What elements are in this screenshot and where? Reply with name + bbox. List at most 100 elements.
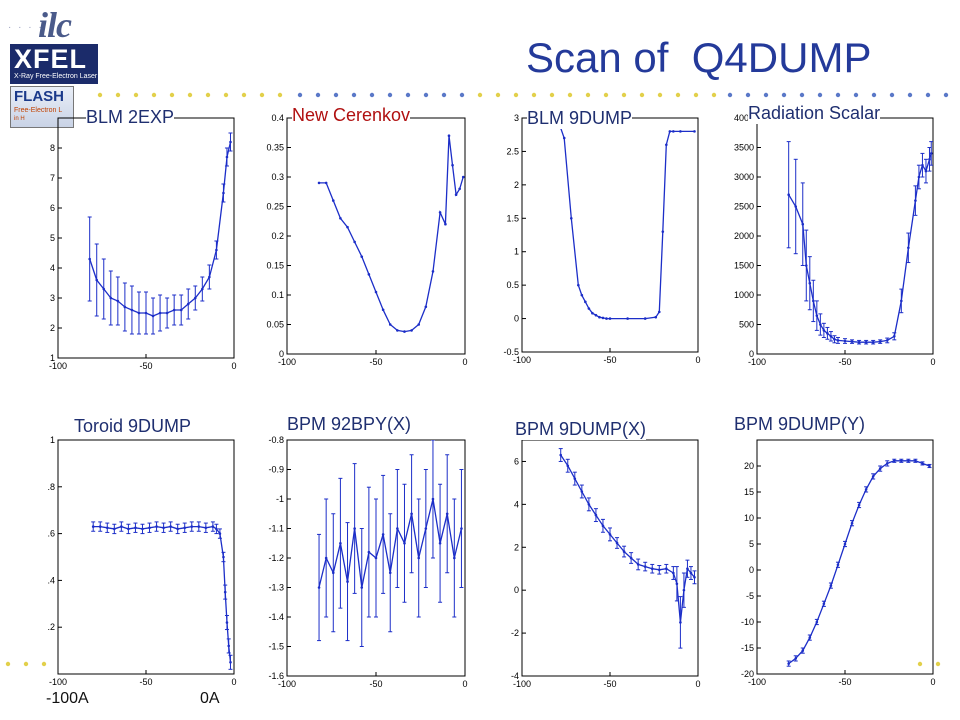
data-point <box>324 181 328 185</box>
y-tick-label: 1.5 <box>506 213 519 223</box>
y-tick-label: .2 <box>47 622 55 632</box>
data-point <box>113 527 116 531</box>
y-tick-label: -0.9 <box>268 465 284 475</box>
data-point <box>95 278 99 282</box>
decor-dot-top <box>763 92 769 98</box>
data-point <box>458 187 461 191</box>
data-point <box>120 525 123 528</box>
data-point <box>871 475 875 478</box>
data-point <box>672 571 675 575</box>
chart-5: -100 -50 0 -1.6 -1.5 -1.4 -1.3 -1.2 -1.1 -1 -0.9 -0… <box>268 435 467 689</box>
data-point <box>587 307 591 310</box>
chart-title-bpm-92bpy-x: BPM 92BPY(X) <box>287 413 412 435</box>
x-tick-label: 0 <box>231 677 236 687</box>
chart-title-blm-9dump: BLM 9DUMP <box>527 107 633 129</box>
data-point <box>204 526 208 530</box>
y-tick-label: 0.05 <box>266 320 284 330</box>
decor-dot-top <box>727 92 733 98</box>
chart-title-bpm-9dump-y: BPM 9DUMP(Y) <box>734 413 866 435</box>
data-point <box>668 130 672 133</box>
data-point <box>388 323 392 326</box>
data-point <box>367 273 371 276</box>
y-tick-label: 2 <box>50 323 55 333</box>
data-point <box>900 459 903 463</box>
x-tick-label: -50 <box>369 679 382 689</box>
page-title: Scan of Q4DUMP <box>526 34 872 81</box>
y-tick-label: 6 <box>50 203 55 213</box>
series-line <box>93 525 232 663</box>
y-tick-label: 4 <box>50 263 55 273</box>
data-point <box>657 310 661 314</box>
data-point <box>822 602 826 606</box>
decor-dot-top <box>459 92 465 98</box>
x-tick-label: 0 <box>231 361 236 371</box>
data-point <box>218 532 222 535</box>
data-point <box>608 533 612 536</box>
plot-frame <box>756 439 934 675</box>
series-line <box>788 153 932 343</box>
series <box>87 132 233 335</box>
decor-dot-top <box>799 92 805 98</box>
decor-dot-top <box>369 92 375 98</box>
data-point <box>864 488 868 491</box>
y-tick-label: 2 <box>514 180 519 190</box>
data-point <box>193 296 197 300</box>
data-point <box>822 329 826 332</box>
decor-dot-top <box>675 92 681 98</box>
decor-dot-top <box>97 92 103 98</box>
data-point <box>693 130 696 133</box>
data-point <box>98 525 102 528</box>
data-point <box>885 339 889 342</box>
data-point <box>864 340 868 344</box>
data-point <box>584 300 587 304</box>
data-point <box>566 464 570 468</box>
x-tick-label: -50 <box>139 361 152 371</box>
y-tick-label: 0.3 <box>271 172 284 182</box>
decor-dot-top <box>925 92 931 98</box>
x-tick-label: -100 <box>513 679 531 689</box>
y-tick-label: -0.5 <box>503 347 519 357</box>
decor-dot-bottom <box>935 661 941 667</box>
y-tick-label: 0.4 <box>271 113 284 123</box>
plot-frame <box>521 439 699 677</box>
data-point <box>829 584 833 587</box>
data-point <box>907 459 910 463</box>
data-point <box>808 281 812 285</box>
chart-title-toroid-9dump: Toroid 9DUMP <box>74 415 192 437</box>
data-point <box>91 525 95 528</box>
chart-title-radiation-scalar: Radiation Scalar <box>748 102 881 124</box>
series <box>558 448 697 649</box>
y-tick-label: -15 <box>741 643 754 653</box>
data-point <box>819 323 822 326</box>
y-tick-label: 1 <box>514 247 519 257</box>
data-point <box>661 230 665 233</box>
data-point <box>622 550 626 553</box>
x-tick-label: 0 <box>930 677 935 687</box>
y-tick-label: 4 <box>514 499 519 509</box>
data-point <box>123 305 127 309</box>
data-point <box>693 576 696 579</box>
y-tick-label: 8 <box>50 143 55 153</box>
data-point <box>438 211 442 214</box>
data-point <box>665 567 668 571</box>
chart-1: -100 -50 0 0 0.05 0.1 0.15 0.2 0.25 0.3 0.35 0.4 <box>266 113 467 367</box>
y-tick-label: 500 <box>739 320 754 330</box>
data-point <box>594 513 598 517</box>
decor-dot-top <box>387 92 393 98</box>
data-point <box>921 163 924 167</box>
data-point <box>928 158 931 161</box>
decor-dot-top <box>495 92 501 98</box>
data-point <box>137 311 141 315</box>
decor-dot-top <box>351 92 357 98</box>
data-point <box>843 542 847 546</box>
data-point <box>833 337 836 341</box>
data-point <box>907 246 910 250</box>
data-point <box>424 527 428 530</box>
decor-dot-top <box>187 92 193 98</box>
data-point <box>172 308 176 312</box>
data-point <box>105 526 109 530</box>
data-point <box>183 526 187 530</box>
x-tick-label: -100 <box>748 677 766 687</box>
